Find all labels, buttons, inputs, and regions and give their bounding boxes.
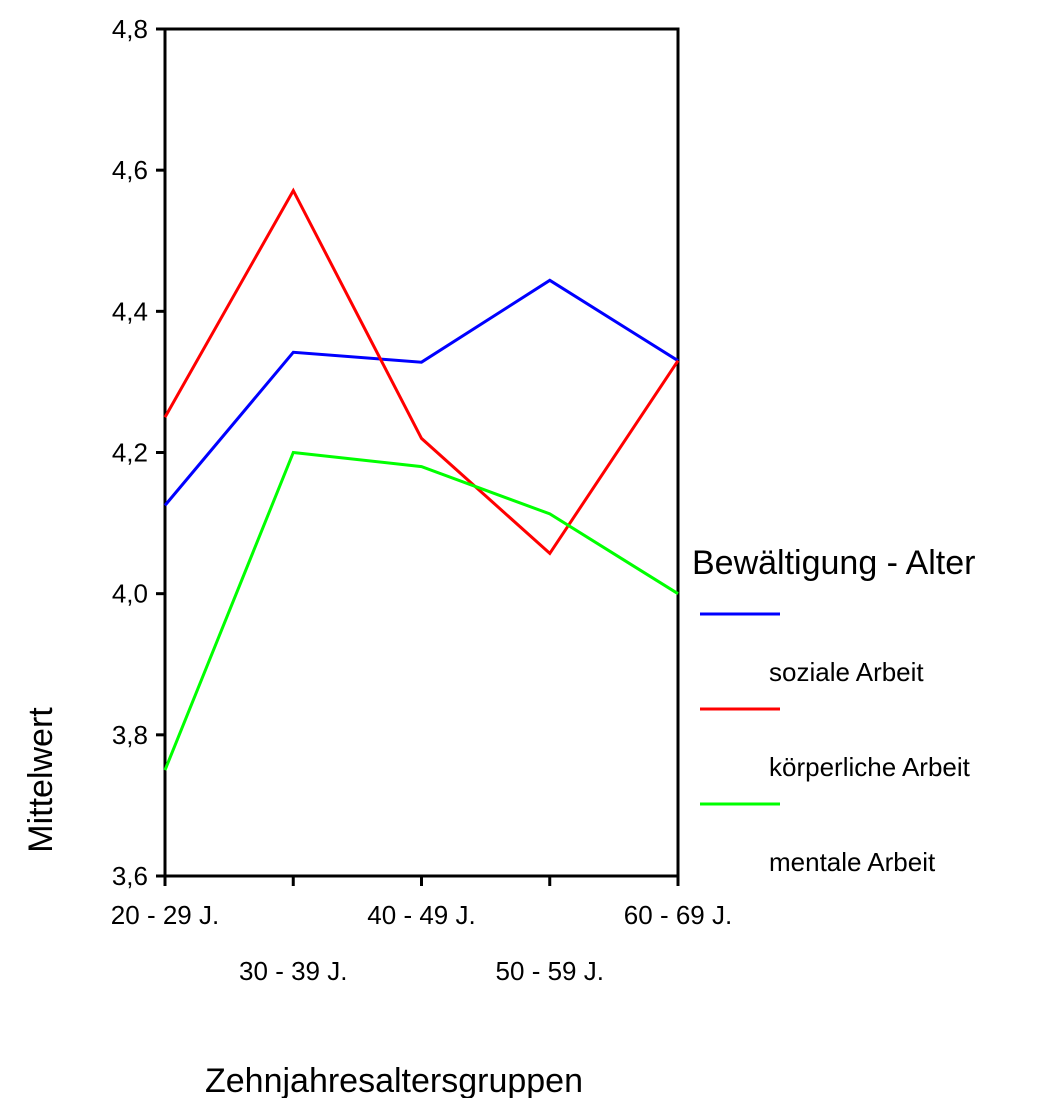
x-tick-label: 20 - 29 J. (111, 900, 219, 930)
y-axis: 3,6 3,8 4,0 4,2 4,4 4,6 4,8 (112, 14, 165, 891)
x-tick-label: 50 - 59 J. (496, 956, 604, 986)
y-tick-label: 4,4 (112, 296, 148, 326)
y-tick-label: 3,6 (112, 861, 148, 891)
series-layer (163, 187, 680, 771)
y-tick-label: 4,6 (112, 155, 148, 185)
y-axis-title: Mittelwert (22, 707, 60, 853)
legend-label: soziale Arbeit (769, 657, 924, 687)
x-tick-label: 60 - 69 J. (624, 900, 732, 930)
legend: Bewältigung - Alter soziale Arbeit körper… (692, 544, 976, 877)
series-line-1 (163, 278, 679, 507)
legend-items: soziale Arbeit körperliche Arbeit mentale … (700, 612, 971, 877)
legend-title: Bewältigung - Alter (692, 544, 976, 582)
legend-label: mentale Arbeit (769, 847, 936, 877)
x-axis-title: Zehnjahresaltersgruppen (205, 1062, 583, 1098)
x-axis: 20 - 29 J. 30 - 39 J. 40 - 49 J. 50 - 59 J.… (111, 876, 732, 986)
series-line-2 (163, 187, 680, 556)
y-tick-label: 4,2 (112, 438, 148, 468)
x-tick-label: 40 - 49 J. (367, 900, 475, 930)
y-tick-label: 4,0 (112, 579, 148, 609)
y-tick-label: 4,8 (112, 14, 148, 44)
series-line-3 (163, 450, 679, 771)
x-tick-label: 30 - 39 J. (239, 956, 347, 986)
legend-label: körperliche Arbeit (769, 752, 971, 782)
plot-frame (163, 27, 680, 878)
y-tick-label: 3,8 (112, 720, 148, 750)
